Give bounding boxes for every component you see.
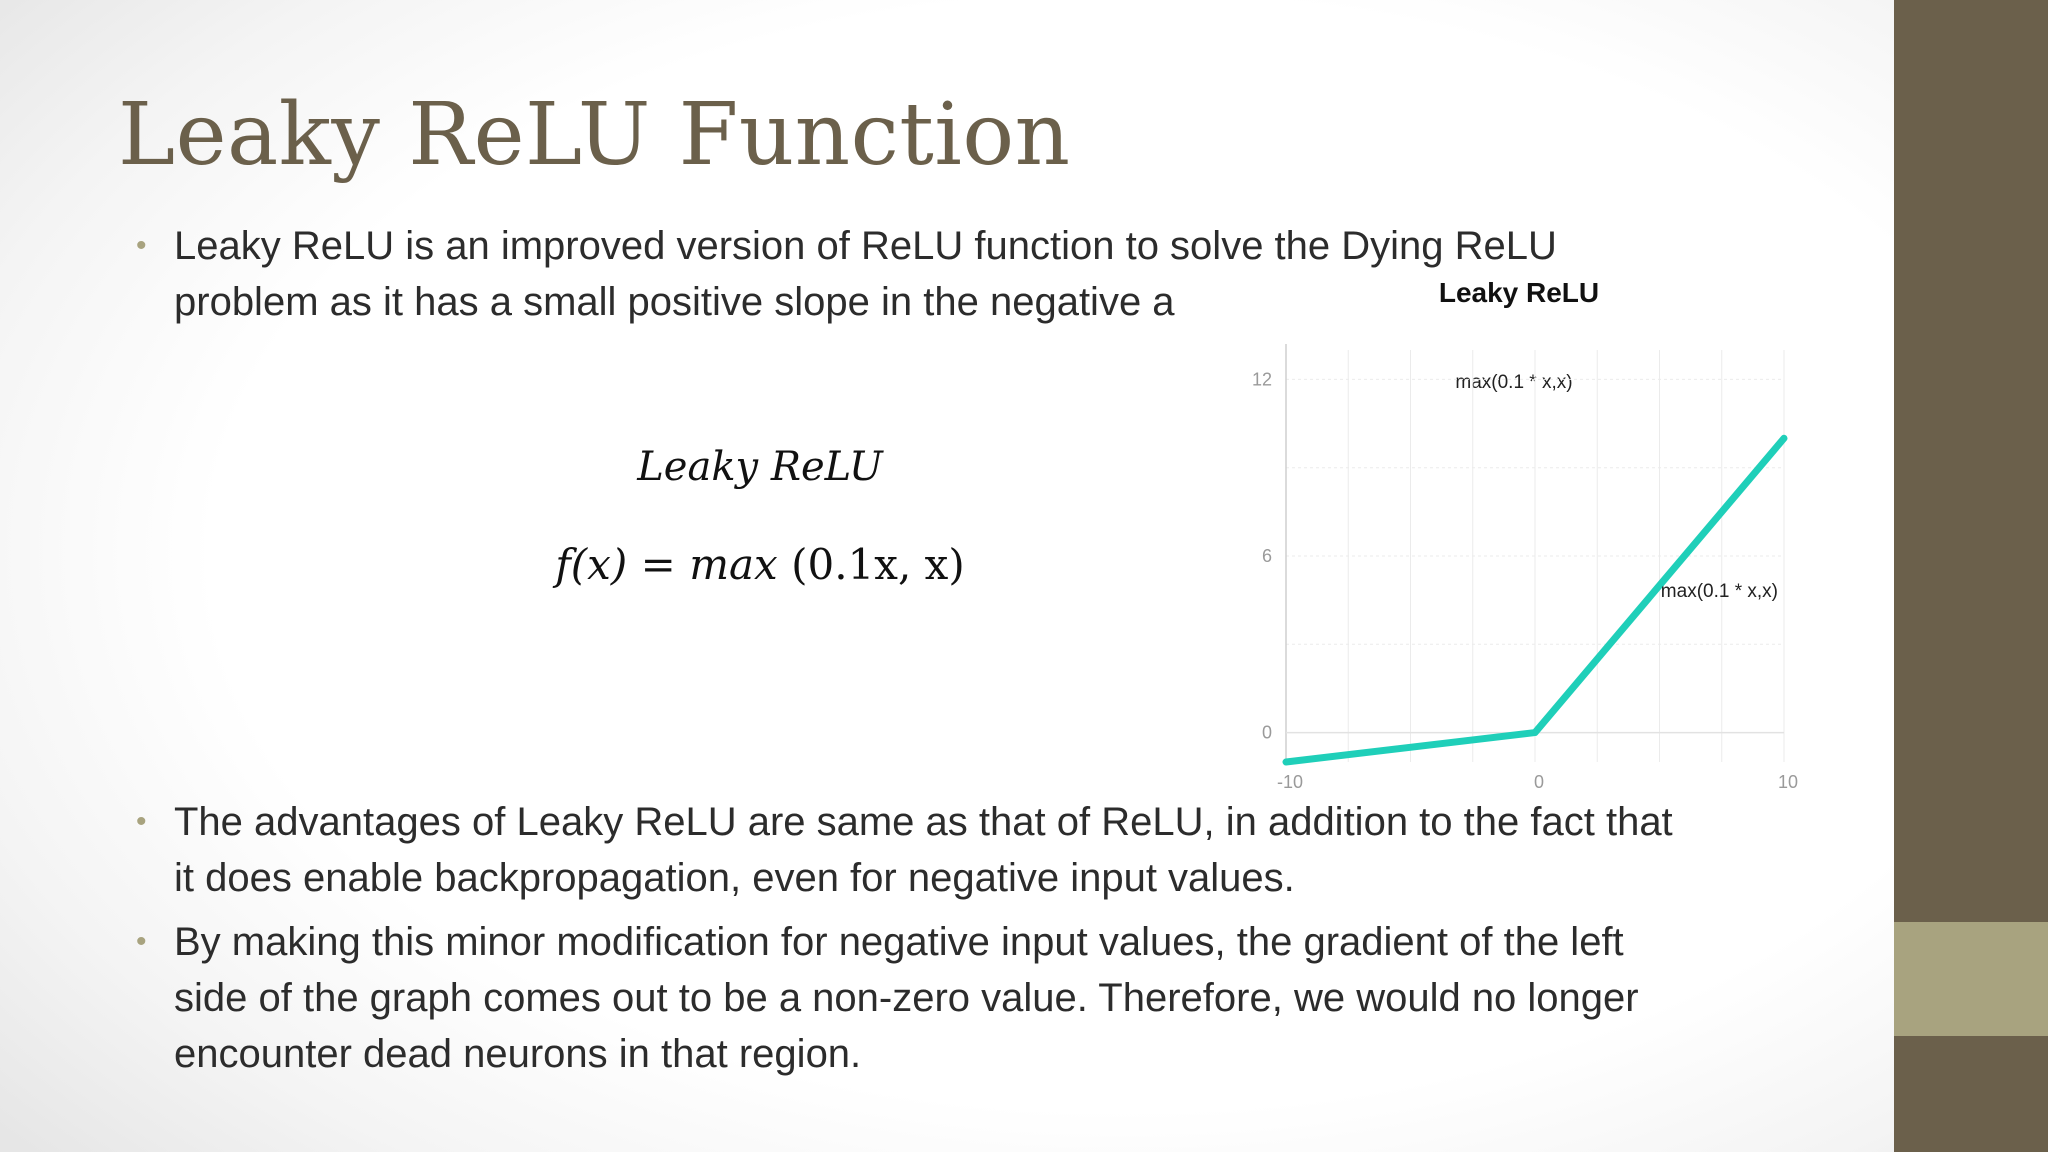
chart-grid [1285, 350, 1785, 762]
series-line [1282, 434, 1788, 766]
chart-title: Leaky ReLU [1439, 277, 1599, 308]
bullet-text: Leaky ReLU is an improved version of ReL… [174, 218, 1734, 330]
chart-subtitle: max(0.1 * x,x) [1455, 372, 1572, 393]
bullet-line: The advantages of Leaky ReLU are same as… [174, 800, 1673, 844]
formula-equation: f(x) = max (0.1x, x) [520, 540, 1000, 589]
bullet-text: By making this minor modification for ne… [174, 914, 1894, 1082]
bullet-dot-icon: • [136, 229, 147, 262]
bullet-line: Leaky ReLU is an improved version of ReL… [174, 224, 1557, 268]
bullet-1: • Leaky ReLU is an improved version of R… [136, 218, 1736, 336]
bullet-2: • The advantages of Leaky ReLU are same … [136, 794, 1776, 912]
bullet-line: encounter dead neurons in that region. [174, 1032, 862, 1076]
bullet-line: it does enable backpropagation, even for… [174, 856, 1295, 900]
bullet-line: side of the graph comes out to be a non-… [174, 976, 1639, 1020]
leaky-relu-chart: Leaky ReLU max(0.1 * x,x) 0 6 12 -10 0 10 max… [1252, 277, 1798, 792]
chart-series [1282, 434, 1788, 766]
y-tick-label: 0 [1262, 723, 1272, 743]
bullet-dot-icon: • [136, 925, 147, 958]
bullet-text: The advantages of Leaky ReLU are same as… [174, 794, 1894, 906]
formula-title: Leaky ReLU [637, 444, 883, 490]
y-tick-label: 12 [1252, 369, 1272, 389]
formula-equals: = [640, 540, 676, 589]
bullet-dot-icon: • [136, 805, 147, 838]
chart-ticks: 0 6 12 -10 0 10 [1252, 369, 1798, 792]
x-tick-label: 10 [1778, 772, 1798, 792]
x-tick-label: -10 [1277, 772, 1303, 792]
chart-labels: max(0.1 * x,x) [1661, 581, 1778, 602]
bullet-line: problem as it has a small positive slope… [174, 280, 1175, 324]
formula-fn: max [689, 540, 778, 589]
y-tick-label: 6 [1262, 546, 1272, 566]
slide-title: Leaky ReLU Function [118, 85, 1071, 185]
chart-panel: Leaky ReLU max(0.1 * x,x) 0 6 12 -10 0 10 max… [1222, 270, 1808, 805]
bullet-line: By making this minor modification for ne… [174, 920, 1624, 964]
x-tick-label: 0 [1534, 772, 1544, 792]
formula: Leaky ReLU f(x) = max (0.1x, x) [520, 430, 1000, 610]
formula-lhs: f(x) [555, 540, 628, 589]
bullet-3: • By making this minor modification for … [136, 914, 1776, 1090]
series-label: max(0.1 * x,x) [1661, 581, 1778, 602]
formula-args: (0.1x, x) [791, 540, 965, 589]
side-accent [1894, 922, 2048, 1036]
